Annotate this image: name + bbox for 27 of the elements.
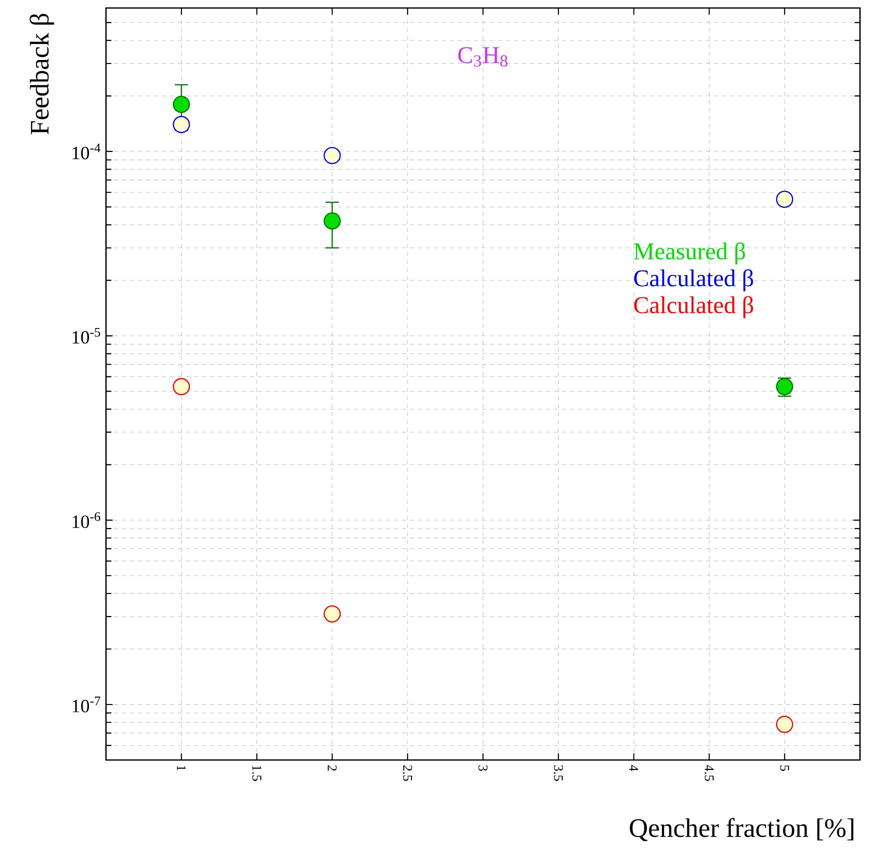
point [324, 605, 341, 623]
x-tick-label: 1.5 [252, 766, 262, 781]
y-tick-label: 10$^{-6}$ [72, 512, 100, 528]
x-axis-title: Qencher fraction [%] [630, 818, 854, 842]
text: Measured β [634, 242, 746, 264]
y-axis-title: Feedback β [30, 14, 54, 134]
point [776, 190, 794, 208]
point [776, 716, 794, 733]
text: Calculated β [634, 296, 754, 318]
y-tick-label: 10$^{-4}$ [72, 144, 100, 160]
x-tick-label: 5 [780, 765, 790, 771]
point [172, 378, 190, 396]
text: Calculated β [634, 269, 754, 292]
point [324, 212, 341, 230]
point [172, 116, 190, 134]
point [324, 146, 341, 164]
x-tick-label: 4 [629, 764, 638, 772]
y-tick-label: 10$^{-7}$ [72, 696, 100, 712]
annotation: C$_{3}$H$_{8}$ [458, 47, 508, 67]
point [172, 96, 190, 113]
y-tick-label: 10$^{-5}$ [72, 328, 100, 344]
x-tick-label: 2 [328, 765, 337, 771]
x-tick-label: 4.5 [704, 764, 714, 781]
x-tick-label: 3.5 [554, 765, 563, 781]
x-tick-label: 3 [478, 765, 488, 771]
x-tick-label: 1 [177, 766, 186, 771]
x-tick-label: 2.5 [403, 765, 412, 781]
